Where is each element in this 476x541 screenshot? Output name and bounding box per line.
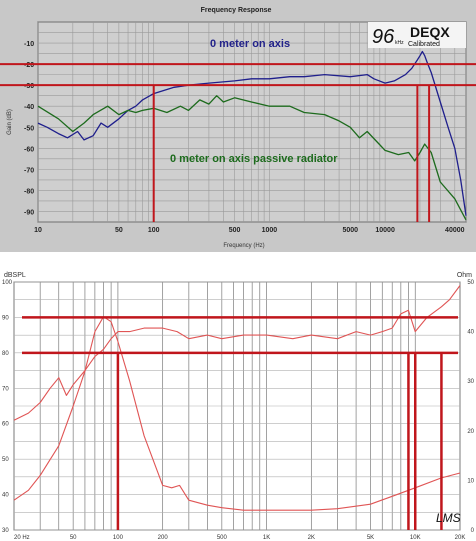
- logo-mark: 96: [372, 26, 395, 48]
- bottom-y-tick-label: 50: [2, 457, 9, 463]
- bottom-y-tick-label: 30: [2, 528, 9, 534]
- top-x-tick-label: 40000: [445, 227, 465, 234]
- bottom-x-tick-label: 500: [217, 535, 228, 541]
- top-x-axis-label: Frequency (Hz): [223, 243, 264, 249]
- top-y-tick-label: -80: [24, 188, 34, 195]
- top-series-lines: [37, 50, 467, 221]
- lms-watermark: LMS: [436, 511, 461, 525]
- bottom-x-tick-label: 1K: [263, 535, 270, 541]
- top-y-tick-label: -70: [24, 167, 34, 174]
- top-reference-lines: [0, 63, 476, 222]
- top-x-tick-label: 50: [115, 227, 123, 234]
- bottom-x-tick-label: 2K: [308, 535, 315, 541]
- top-x-tick-label: 5000: [343, 227, 359, 234]
- top-x-tick-label: 10000: [375, 227, 395, 234]
- bottom-y-tick-label: 40: [2, 493, 9, 499]
- top-y-tick-label: -10: [24, 41, 34, 48]
- bottom-y2-axis-label: Ohm: [457, 272, 472, 279]
- bottom-x-tick-label: 50: [70, 535, 77, 541]
- logo-tagline: Calibrated: [408, 41, 440, 48]
- bottom-grid: [13, 281, 461, 531]
- top-y-tick-label: -60: [24, 146, 34, 153]
- top-series-line-1: [37, 95, 467, 221]
- bottom-tick-labels: 20 Hz 50 100 200 500 1K 2K 5K 10K 20K304050607080…: [2, 280, 475, 541]
- bottom-y-tick-label: 60: [2, 422, 9, 428]
- top-x-tick-label: 100: [148, 227, 160, 234]
- bottom-y2-tick-label: 30: [467, 379, 474, 385]
- bottom-x-tick-label: 5K: [367, 535, 374, 541]
- bottom-y-axis-label: dBSPL: [4, 272, 26, 279]
- bottom-y-tick-label: 80: [2, 351, 9, 357]
- bottom-x-tick-label: 100: [113, 535, 124, 541]
- bottom-y2-tick-label: 20: [467, 429, 474, 435]
- logo-brand: DEQX: [410, 24, 450, 40]
- bottom-spl-impedance-chart: 20 Hz 50 100 200 500 1K 2K 5K 10K 20K304050607080…: [0, 268, 476, 541]
- bottom-y-tick-label: 100: [2, 280, 13, 286]
- top-chart-title: Frequency Response: [201, 7, 272, 14]
- top-y-axis-label: Gain (dB): [7, 109, 13, 135]
- bottom-x-tick-label: 20 Hz: [14, 535, 30, 541]
- top-y-tick-label: -90: [24, 209, 34, 216]
- top-frequency-response-chart: Frequency Response 10 50 100 500 1000 5000 100…: [0, 0, 476, 252]
- top-tick-labels: 10 50 100 500 1000 5000 10000 40000 -10 -20 -30 -40…: [24, 41, 465, 234]
- bottom-series-line-0: [13, 285, 461, 421]
- bottom-y2-tick-label: 50: [467, 280, 474, 286]
- bottom-reference-lines: [22, 316, 458, 530]
- series-annotation-passive-radiator: 0 meter on axis passive radiator: [170, 153, 338, 165]
- bottom-x-tick-label: 200: [158, 535, 169, 541]
- top-y-tick-label: -20: [24, 62, 34, 69]
- top-x-tick-label: 1000: [262, 227, 278, 234]
- bottom-series-line-1: [13, 316, 461, 511]
- top-series-line-0: [37, 50, 467, 216]
- bottom-y2-tick-label: 0: [471, 528, 475, 534]
- bottom-y2-tick-label: 40: [467, 330, 474, 336]
- bottom-x-tick-label: 10K: [410, 535, 421, 541]
- bottom-y-tick-label: 70: [2, 386, 9, 392]
- top-plot-area: [37, 21, 467, 223]
- top-y-tick-label: -50: [24, 125, 34, 132]
- bottom-x-tick-label: 20K: [455, 535, 466, 541]
- bottom-y-tick-label: 90: [2, 315, 9, 321]
- logo-mark-unit: kHz: [395, 40, 404, 46]
- deqx-logo: 96 kHz DEQX Calibrated: [368, 22, 466, 48]
- series-annotation-on-axis: 0 meter on axis: [210, 38, 290, 50]
- top-y-tick-label: -30: [24, 83, 34, 90]
- top-x-tick-label: 500: [229, 227, 241, 234]
- bottom-series-lines: [13, 285, 461, 511]
- top-x-tick-label: 10: [34, 227, 42, 234]
- bottom-y2-tick-label: 10: [467, 478, 474, 484]
- top-y-tick-label: -40: [24, 104, 34, 111]
